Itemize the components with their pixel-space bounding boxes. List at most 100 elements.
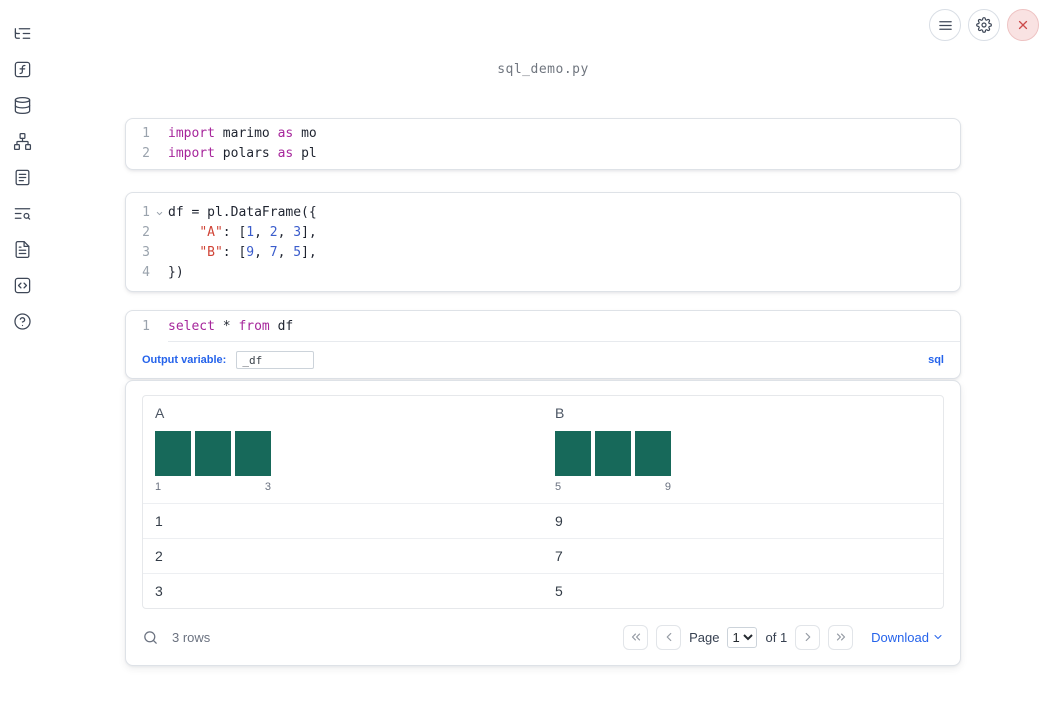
column-header-b[interactable]: B 5 9: [543, 396, 943, 503]
sql-cell[interactable]: 1 select * from df Output variable: sql: [125, 310, 961, 379]
download-button[interactable]: Download: [871, 630, 944, 645]
gutter-spacer: [150, 144, 168, 164]
code-token: ,: [254, 225, 270, 240]
sidebar-item-dependency-graph[interactable]: [12, 131, 32, 151]
close-button[interactable]: [1007, 9, 1039, 41]
table-header-row: A 1 3 B 5 9: [143, 396, 943, 503]
table-footer: 3 rows Page 1 of 1 Download: [142, 619, 944, 655]
search-button[interactable]: [142, 629, 159, 646]
code-token: import: [168, 126, 215, 141]
code-token: 5: [293, 245, 302, 260]
line-number: 1: [142, 205, 150, 220]
gutter-spacer: [150, 243, 168, 263]
output-variable-label: Output variable:: [142, 354, 227, 366]
histogram-axis-labels: 1 3: [155, 481, 271, 493]
code-editor-line[interactable]: select * from df: [168, 317, 960, 337]
download-label: Download: [871, 629, 929, 645]
line-number: 3: [142, 245, 150, 260]
code-token: *: [214, 319, 239, 334]
hist-max-label: 3: [264, 481, 271, 493]
code-token: : [: [222, 245, 247, 260]
sql-cell-footer: Output variable: sql: [126, 342, 960, 378]
gutter-spacer: [150, 223, 168, 243]
code-editor-line[interactable]: import polars as pl: [168, 144, 960, 164]
sidebar-item-snippets[interactable]: [12, 275, 32, 295]
code-token: as: [277, 126, 294, 141]
table-row[interactable]: 3 5: [143, 573, 943, 608]
code-token: from: [238, 319, 270, 334]
histogram-bar: [195, 431, 231, 476]
previous-page-button[interactable]: [656, 624, 682, 650]
menu-button[interactable]: [929, 9, 961, 41]
chevrons-left-icon: [631, 633, 640, 641]
page-label: Page: [689, 629, 720, 645]
code-token: polars: [214, 146, 278, 161]
code-token: "A": [199, 225, 223, 240]
hist-min-label: 5: [555, 481, 562, 493]
datasources-icon: [14, 96, 30, 114]
left-sidebar: [0, 0, 44, 713]
gutter-spacer: [150, 317, 168, 337]
sidebar-item-file-explorer[interactable]: [12, 23, 32, 43]
page-of-label: of 1: [765, 629, 788, 645]
row-count: 3 rows: [172, 629, 211, 645]
sidebar-item-datasources[interactable]: [12, 95, 32, 115]
table-cell: 9: [555, 513, 563, 529]
column-name: A: [155, 405, 165, 421]
code-editor-line[interactable]: import marimo as mo: [168, 124, 960, 144]
code-editor-line[interactable]: }): [168, 263, 960, 283]
snippets-icon: [14, 277, 30, 293]
dataframe-cell[interactable]: 1 df = pl.DataFrame({ 2 "A": [1, 2, 3], 3…: [125, 192, 961, 292]
logs-search-icon: [14, 207, 30, 220]
settings-button[interactable]: [968, 9, 1000, 41]
dependency-graph-icon: [13, 132, 31, 150]
import-cell[interactable]: 1 import marimo as mo 2 import polars as p…: [125, 118, 961, 170]
sidebar-item-help[interactable]: [12, 311, 32, 331]
column-header-a[interactable]: A 1 3: [143, 396, 543, 503]
sidebar-item-documentation[interactable]: [12, 239, 32, 259]
variables-icon: [14, 61, 30, 77]
close-icon: [1018, 20, 1028, 30]
output-variable-input[interactable]: [236, 351, 315, 369]
language-badge: sql: [928, 354, 944, 366]
column-a-histogram: [155, 431, 271, 476]
code-token: pl: [293, 146, 317, 161]
last-page-button[interactable]: [828, 624, 854, 650]
help-icon: [13, 312, 31, 330]
table-cell: 2: [155, 548, 163, 564]
histogram-bar: [235, 431, 271, 476]
pagination: Page 1 of 1 Download: [623, 624, 944, 650]
fold-chevron-icon[interactable]: [150, 203, 168, 223]
divider: [168, 341, 960, 342]
table-row[interactable]: 2 7: [143, 538, 943, 573]
sidebar-item-notebook[interactable]: [12, 167, 32, 187]
code-editor-line[interactable]: "B": [9, 7, 5],: [168, 243, 960, 263]
line-number: 2: [142, 225, 150, 240]
line-number: 1: [142, 319, 150, 334]
code-token: df: [269, 319, 294, 334]
gutter-spacer: [150, 263, 168, 283]
data-table: A 1 3 B 5 9 1 9 2 7: [142, 395, 944, 609]
page-select[interactable]: 1: [727, 626, 758, 648]
sidebar-item-logs[interactable]: [12, 203, 32, 223]
code-editor-line[interactable]: df = pl.DataFrame({: [168, 203, 960, 223]
table-cell: 5: [555, 583, 563, 599]
sidebar-item-variables[interactable]: [12, 59, 32, 79]
notebook-filename: sql_demo.py: [497, 62, 589, 77]
next-page-button[interactable]: [795, 624, 821, 650]
code-editor-line[interactable]: "A": [1, 2, 3],: [168, 223, 960, 243]
histogram-bar: [155, 431, 191, 476]
histogram-bar: [555, 431, 591, 476]
chevron-down-icon: [934, 635, 942, 639]
line-number: 1: [142, 126, 150, 141]
first-page-button[interactable]: [623, 624, 649, 650]
hist-min-label: 1: [155, 481, 162, 493]
code-token: 7: [269, 245, 278, 260]
table-row[interactable]: 1 9: [143, 503, 943, 538]
table-cell: 3: [155, 583, 163, 599]
line-number: 2: [142, 146, 150, 161]
chevrons-right-icon: [836, 633, 845, 641]
gear-icon: [976, 17, 992, 33]
code-token: [168, 245, 199, 260]
hist-max-label: 9: [664, 481, 671, 493]
